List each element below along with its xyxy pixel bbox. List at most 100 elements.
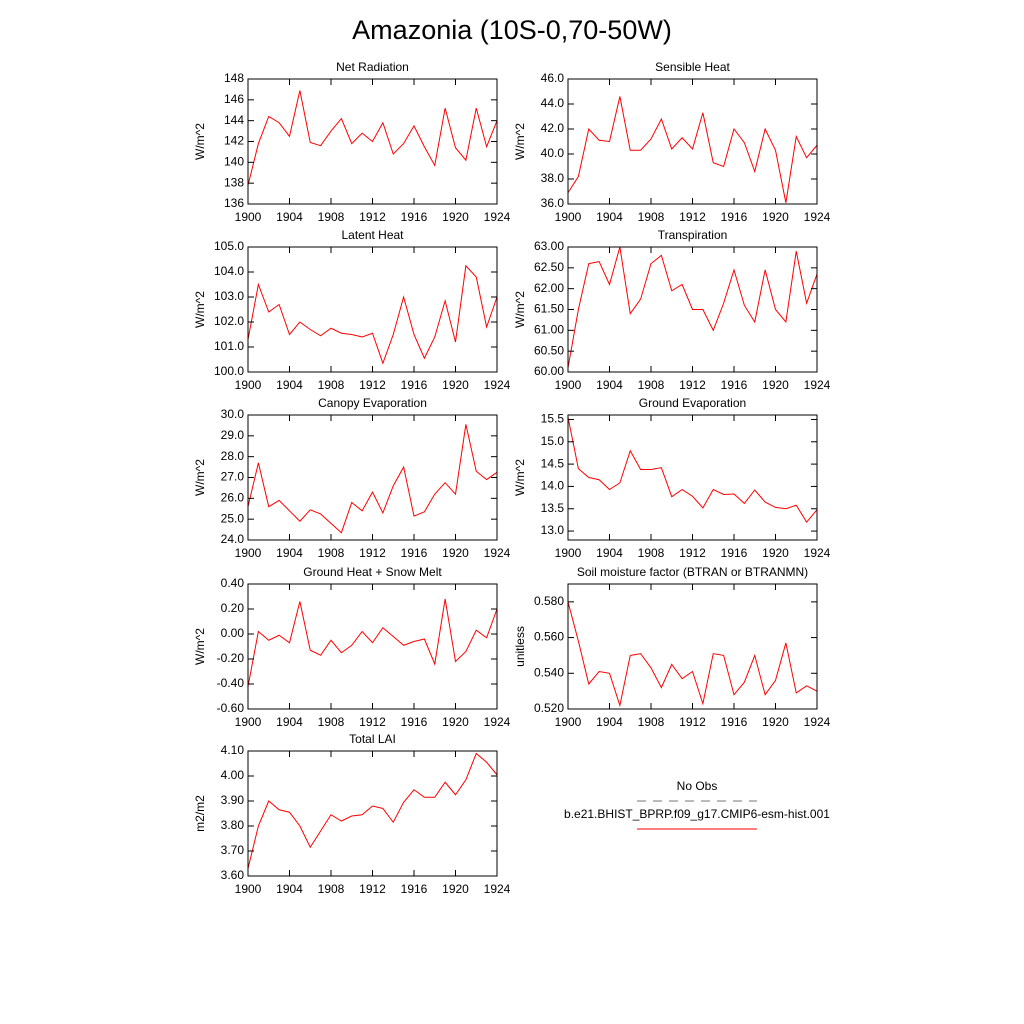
x-tick-label: 1904 — [276, 378, 303, 392]
x-tick-label: 1904 — [596, 715, 623, 729]
y-tick-label: 44.0 — [541, 96, 565, 110]
x-tick-label: 1904 — [276, 210, 303, 224]
x-tick-label: 1916 — [401, 546, 428, 560]
y-tick-label: 62.00 — [534, 281, 564, 295]
y-tick-label: 3.80 — [221, 818, 245, 832]
x-tick-label: 1916 — [721, 546, 748, 560]
x-tick-label: 1920 — [762, 715, 789, 729]
x-tick-label: 1900 — [555, 378, 582, 392]
y-tick-label: 3.60 — [221, 868, 245, 882]
y-tick-label: -0.40 — [217, 676, 245, 690]
x-tick-label: 1900 — [235, 715, 262, 729]
y-tick-label: 102.0 — [214, 314, 244, 328]
y-tick-label: 63.00 — [534, 239, 564, 253]
x-tick-label: 1904 — [596, 210, 623, 224]
y-axis-label: W/m^2 — [513, 459, 527, 496]
y-tick-label: 30.0 — [221, 407, 245, 421]
x-tick-label: 1920 — [762, 546, 789, 560]
x-tick-label: 1908 — [638, 715, 665, 729]
y-tick-label: 146 — [224, 92, 244, 106]
x-tick-label: 1924 — [804, 546, 831, 560]
data-line — [567, 417, 818, 523]
y-tick-label: 60.00 — [534, 364, 564, 378]
panel-title: Transpiration — [658, 228, 728, 242]
data-line — [247, 90, 498, 186]
plot-frame — [247, 750, 498, 877]
y-tick-label: 13.0 — [541, 523, 565, 537]
x-tick-label: 1908 — [318, 715, 345, 729]
plot-frame — [567, 414, 818, 541]
x-tick-label: 1900 — [555, 210, 582, 224]
x-tick-label: 1920 — [442, 210, 469, 224]
y-axis-label: W/m^2 — [193, 291, 207, 328]
y-tick-label: 14.5 — [541, 456, 565, 470]
x-tick-label: 1920 — [762, 378, 789, 392]
x-tick-label: 1924 — [804, 210, 831, 224]
y-tick-label: 101.0 — [214, 339, 244, 353]
x-tick-label: 1912 — [679, 378, 706, 392]
y-tick-label: 4.10 — [221, 743, 245, 757]
x-tick-label: 1908 — [318, 882, 345, 896]
y-tick-label: 0.00 — [221, 626, 245, 640]
x-tick-label: 1900 — [235, 546, 262, 560]
x-tick-label: 1912 — [679, 210, 706, 224]
y-axis-label: W/m^2 — [513, 123, 527, 160]
x-tick-label: 1912 — [359, 882, 386, 896]
panel-title: Ground Evaporation — [639, 396, 746, 410]
y-tick-label: 61.50 — [534, 302, 564, 316]
y-tick-label: 103.0 — [214, 289, 244, 303]
panel-title: Canopy Evaporation — [318, 396, 427, 410]
y-axis-label: W/m^2 — [513, 291, 527, 328]
x-tick-label: 1912 — [359, 210, 386, 224]
y-tick-label: 29.0 — [221, 428, 245, 442]
y-tick-label: 0.520 — [534, 701, 564, 715]
data-line — [247, 598, 498, 687]
x-tick-label: 1916 — [401, 882, 428, 896]
legend-label: b.e21.BHIST_BPRP.f09_g17.CMIP6-esm-hist.… — [564, 807, 830, 821]
y-axis-label: W/m^2 — [193, 123, 207, 160]
data-line — [567, 246, 818, 368]
x-tick-label: 1916 — [401, 378, 428, 392]
x-tick-label: 1916 — [721, 378, 748, 392]
x-tick-label: 1908 — [318, 378, 345, 392]
x-tick-label: 1900 — [555, 546, 582, 560]
y-tick-label: 0.560 — [534, 630, 564, 644]
x-tick-label: 1920 — [442, 715, 469, 729]
x-tick-label: 1900 — [555, 715, 582, 729]
plot-frame — [567, 583, 818, 710]
data-line — [247, 752, 498, 869]
data-line — [247, 264, 498, 365]
panel-title: Net Radiation — [336, 60, 409, 74]
x-tick-label: 1916 — [721, 715, 748, 729]
y-tick-label: 36.0 — [541, 196, 565, 210]
y-tick-label: 0.40 — [221, 576, 245, 590]
y-tick-label: 38.0 — [541, 171, 565, 185]
y-tick-label: 138 — [224, 175, 244, 189]
x-tick-label: 1924 — [804, 715, 831, 729]
x-tick-label: 1924 — [484, 882, 511, 896]
y-tick-label: 13.5 — [541, 501, 565, 515]
y-tick-label: 61.00 — [534, 323, 564, 337]
y-tick-label: 4.00 — [221, 768, 245, 782]
x-tick-label: 1912 — [359, 715, 386, 729]
x-tick-label: 1924 — [804, 378, 831, 392]
panel-title: Total LAI — [349, 732, 396, 746]
y-tick-label: 42.0 — [541, 121, 565, 135]
x-tick-label: 1908 — [318, 210, 345, 224]
y-tick-label: 27.0 — [221, 470, 245, 484]
y-axis-label: m2/m2 — [193, 795, 207, 832]
data-line — [567, 601, 818, 708]
x-tick-label: 1904 — [276, 546, 303, 560]
y-tick-label: 14.0 — [541, 479, 565, 493]
x-tick-label: 1924 — [484, 546, 511, 560]
plot-frame — [247, 583, 498, 710]
y-tick-label: 26.0 — [221, 491, 245, 505]
y-tick-label: 24.0 — [221, 532, 245, 546]
data-line — [567, 96, 818, 203]
x-tick-label: 1920 — [442, 882, 469, 896]
x-tick-label: 1904 — [276, 715, 303, 729]
x-tick-label: 1908 — [638, 210, 665, 224]
y-tick-label: 3.70 — [221, 843, 245, 857]
figure-title: Amazonia (10S-0,70-50W) — [352, 15, 672, 45]
